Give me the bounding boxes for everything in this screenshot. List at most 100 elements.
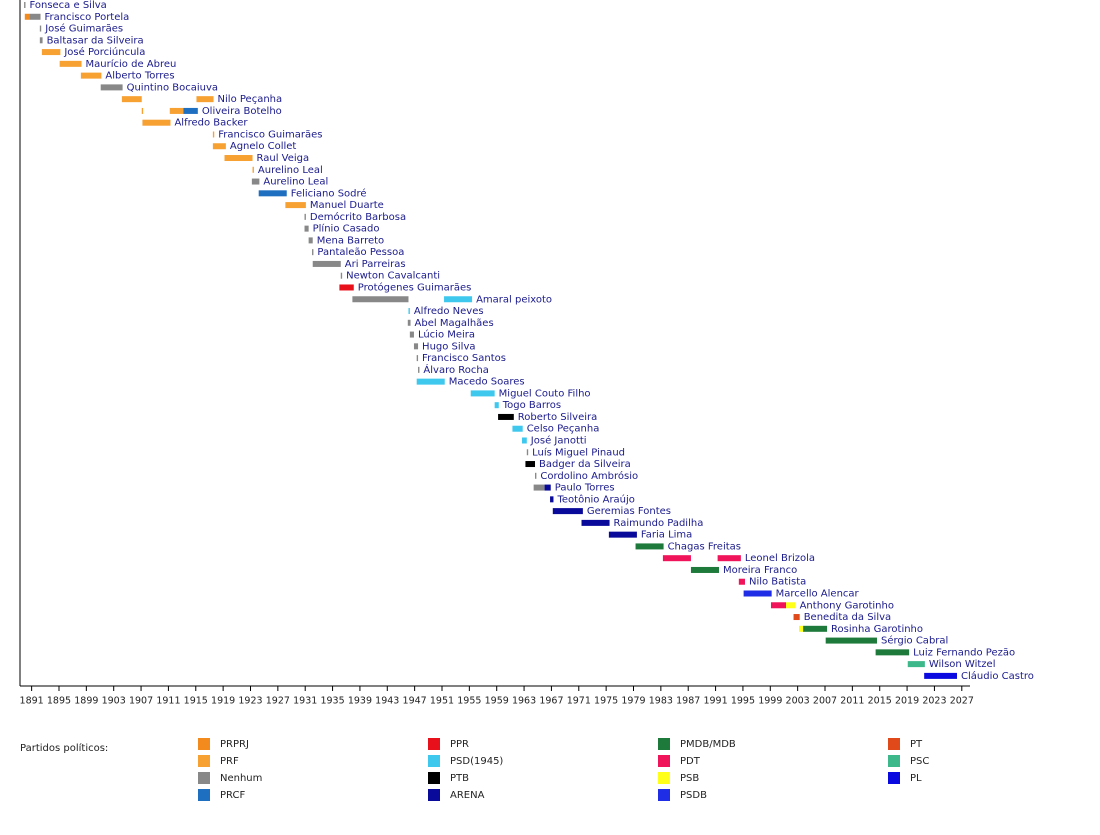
- term-bar: [416, 378, 445, 385]
- governor-name: Alberto Torres: [105, 71, 174, 82]
- legend-label: PMDB/MDB: [680, 739, 736, 750]
- term-bar: [141, 107, 144, 114]
- governor-name: Cordolino Ambrósio: [540, 470, 638, 482]
- governor-name: Benedita da Silva: [804, 612, 891, 623]
- governor-name: Roberto Silveira: [518, 412, 597, 423]
- term-bar: [907, 661, 925, 668]
- term-bar: [252, 166, 254, 173]
- term-bar: [470, 390, 495, 397]
- governor-name: Raimundo Padilha: [614, 518, 704, 529]
- legend-swatch: [658, 789, 670, 801]
- legend-swatch: [888, 755, 900, 767]
- term-bar: [409, 331, 414, 338]
- x-tick-label: 1939: [348, 696, 372, 707]
- x-tick-label: 2027: [950, 696, 974, 707]
- term-bar: [224, 155, 253, 162]
- x-tick-label: 1999: [758, 696, 782, 707]
- legend-swatch: [428, 772, 440, 784]
- governor-name: Raul Veiga: [257, 153, 310, 164]
- governor-name: Francisco Guimarães: [218, 129, 322, 140]
- governor-name: Fonseca e Silva: [29, 0, 106, 11]
- term-bar: [142, 119, 171, 126]
- term-bar: [416, 355, 419, 362]
- legend-label: PRF: [220, 756, 239, 767]
- term-bar: [408, 308, 410, 315]
- legend-swatch: [198, 738, 210, 750]
- governor-name: Badger da Silveira: [539, 459, 631, 470]
- legend-label: PRPRJ: [220, 739, 249, 750]
- governor-name: José Janotti: [530, 434, 587, 446]
- x-tick-label: 1947: [403, 696, 427, 707]
- x-tick-label: 1955: [457, 696, 481, 707]
- x-tick-label: 2011: [840, 696, 864, 707]
- term-bar: [413, 343, 419, 350]
- legend-label: PDT: [680, 756, 701, 767]
- legend-label: Nenhum: [220, 773, 262, 784]
- term-bar: [41, 49, 61, 56]
- term-bar: [24, 2, 26, 8]
- governor-name: Baltasar da Silveira: [47, 35, 144, 46]
- term-bar: [312, 260, 341, 267]
- term-bar: [875, 649, 910, 656]
- governor-name: Sérgio Cabral: [881, 635, 948, 647]
- governor-name: Macedo Soares: [449, 377, 525, 388]
- term-bar: [304, 225, 309, 232]
- term-bar: [526, 449, 529, 456]
- term-bar: [825, 637, 877, 644]
- governor-name: Álvaro Rocha: [423, 363, 488, 376]
- x-tick-label: 1959: [485, 696, 509, 707]
- governor-name: Manuel Duarte: [310, 200, 384, 211]
- term-bar: [498, 413, 514, 420]
- term-bar: [550, 496, 554, 503]
- x-tick-label: 1951: [430, 696, 454, 707]
- governor-name: Alfredo Backer: [174, 118, 248, 129]
- governor-name: Marcello Alencar: [776, 589, 860, 600]
- governor-name: Aurelino Leal: [263, 177, 328, 188]
- term-bar: [799, 625, 804, 632]
- governor-name: Amaral peixoto: [476, 294, 552, 305]
- governor-name: Geremias Fontes: [587, 506, 671, 517]
- term-bar: [407, 319, 411, 326]
- x-tick-label: 1931: [293, 696, 317, 707]
- term-bar: [352, 296, 409, 303]
- governor-name: Aurelino Leal: [258, 165, 323, 176]
- governor-name: Agnelo Collet: [230, 141, 297, 152]
- term-bar: [308, 237, 313, 244]
- term-bar: [251, 178, 260, 185]
- legend-swatch: [658, 755, 670, 767]
- term-bar: [662, 555, 691, 562]
- x-tick-label: 1935: [320, 696, 344, 707]
- governor-name: Quintino Bocaiuva: [127, 82, 218, 93]
- term-bar: [340, 272, 343, 279]
- term-bar: [39, 25, 42, 32]
- x-tick-label: 1895: [47, 696, 71, 707]
- legend-swatch: [888, 738, 900, 750]
- term-bar: [924, 672, 958, 679]
- term-bar: [196, 96, 214, 103]
- governor-name: Francisco Portela: [45, 12, 130, 23]
- term-bar: [581, 519, 610, 526]
- governor-name: Luiz Fernando Pezão: [913, 647, 1015, 658]
- term-bar: [80, 72, 102, 79]
- governor-name: Lúcio Meira: [418, 329, 475, 341]
- governor-name: Chagas Freitas: [668, 541, 741, 552]
- term-bar: [743, 590, 772, 597]
- governor-name: Miguel Couto Filho: [499, 388, 591, 399]
- x-tick-label: 1983: [649, 696, 673, 707]
- term-bar: [285, 202, 306, 209]
- term-bar: [635, 543, 664, 550]
- x-tick-label: 1943: [375, 696, 399, 707]
- governor-name: Oliveira Botelho: [202, 106, 282, 117]
- term-bar: [552, 508, 583, 515]
- legend-swatch: [428, 738, 440, 750]
- x-tick-label: 1995: [731, 696, 755, 707]
- governor-name: José Guimarães: [44, 23, 123, 35]
- term-bar: [183, 107, 198, 114]
- term-bar: [494, 402, 499, 409]
- governor-name: Cláudio Castro: [961, 670, 1034, 682]
- term-bar: [803, 625, 828, 632]
- term-bar: [717, 555, 741, 562]
- governor-name: Nilo Peçanha: [218, 94, 283, 105]
- governor-name: Maurício de Abreu: [86, 58, 177, 70]
